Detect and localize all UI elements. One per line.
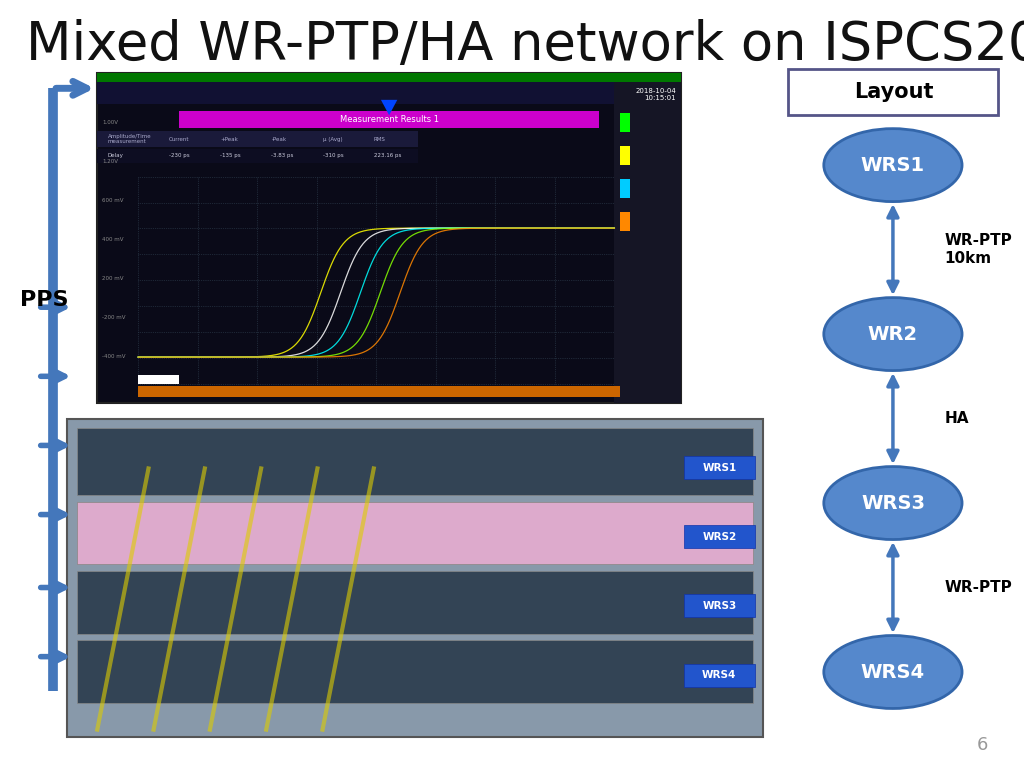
- Text: 600 mV: 600 mV: [102, 198, 124, 204]
- Text: +Peak: +Peak: [220, 137, 238, 141]
- Text: 223.16 ps: 223.16 ps: [374, 154, 401, 158]
- Text: WRS1: WRS1: [861, 156, 925, 174]
- Text: -3.83 ps: -3.83 ps: [271, 154, 294, 158]
- Text: 400 mV: 400 mV: [102, 237, 124, 242]
- Text: Current: Current: [169, 137, 189, 141]
- Ellipse shape: [823, 636, 963, 708]
- Text: Mixed WR-PTP/HA network on ISPCS2018: Mixed WR-PTP/HA network on ISPCS2018: [26, 19, 1024, 71]
- FancyBboxPatch shape: [620, 113, 630, 132]
- Text: -310 ps: -310 ps: [323, 154, 343, 158]
- Text: 6: 6: [977, 737, 988, 754]
- FancyBboxPatch shape: [67, 419, 763, 737]
- FancyBboxPatch shape: [138, 375, 179, 384]
- Text: PPS: PPS: [20, 290, 69, 310]
- FancyBboxPatch shape: [684, 456, 755, 479]
- Text: WRS4: WRS4: [702, 670, 736, 680]
- Text: WRS1: WRS1: [702, 462, 736, 473]
- FancyBboxPatch shape: [77, 571, 753, 634]
- FancyBboxPatch shape: [620, 179, 630, 198]
- Text: HA: HA: [944, 411, 969, 426]
- Ellipse shape: [823, 128, 963, 202]
- FancyBboxPatch shape: [684, 664, 755, 687]
- Text: 1.20V: 1.20V: [102, 159, 119, 164]
- Text: WR2: WR2: [868, 325, 918, 343]
- FancyBboxPatch shape: [97, 149, 418, 163]
- Text: WRS3: WRS3: [861, 494, 925, 512]
- Text: Delay: Delay: [108, 154, 124, 158]
- Polygon shape: [381, 100, 397, 115]
- Text: 1.00V: 1.00V: [102, 120, 119, 125]
- Text: WRS2: WRS2: [702, 531, 736, 542]
- Text: -400 mV: -400 mV: [102, 355, 126, 359]
- FancyBboxPatch shape: [614, 73, 681, 403]
- FancyBboxPatch shape: [97, 73, 681, 403]
- FancyBboxPatch shape: [138, 386, 620, 397]
- Text: RMS: RMS: [374, 137, 386, 141]
- Text: Measurement Results 1: Measurement Results 1: [340, 115, 438, 124]
- Ellipse shape: [823, 297, 963, 371]
- FancyBboxPatch shape: [620, 146, 630, 165]
- FancyBboxPatch shape: [77, 502, 753, 564]
- FancyBboxPatch shape: [97, 73, 681, 104]
- FancyBboxPatch shape: [77, 640, 753, 703]
- Text: µ (Avg): µ (Avg): [323, 137, 342, 141]
- Text: WRS3: WRS3: [702, 601, 736, 611]
- FancyBboxPatch shape: [620, 212, 630, 231]
- FancyBboxPatch shape: [97, 131, 418, 147]
- Text: -135 ps: -135 ps: [220, 154, 241, 158]
- FancyBboxPatch shape: [97, 73, 681, 82]
- Text: -Peak: -Peak: [271, 137, 287, 141]
- Text: WR-PTP: WR-PTP: [944, 580, 1012, 595]
- FancyBboxPatch shape: [179, 111, 599, 128]
- Text: WRS4: WRS4: [861, 663, 925, 681]
- Text: Amplitude/Time
measurement: Amplitude/Time measurement: [108, 134, 152, 144]
- Text: 2018-10-04
10:15:01: 2018-10-04 10:15:01: [635, 88, 676, 101]
- FancyBboxPatch shape: [684, 594, 755, 617]
- Text: -200 mV: -200 mV: [102, 316, 126, 320]
- FancyBboxPatch shape: [684, 525, 755, 548]
- Text: -230 ps: -230 ps: [169, 154, 189, 158]
- Ellipse shape: [823, 467, 963, 540]
- Text: WR-PTP
10km: WR-PTP 10km: [944, 233, 1012, 266]
- FancyBboxPatch shape: [77, 502, 753, 564]
- FancyBboxPatch shape: [77, 428, 753, 495]
- FancyBboxPatch shape: [788, 69, 998, 115]
- Text: Layout: Layout: [854, 82, 933, 102]
- Text: 200 mV: 200 mV: [102, 276, 124, 281]
